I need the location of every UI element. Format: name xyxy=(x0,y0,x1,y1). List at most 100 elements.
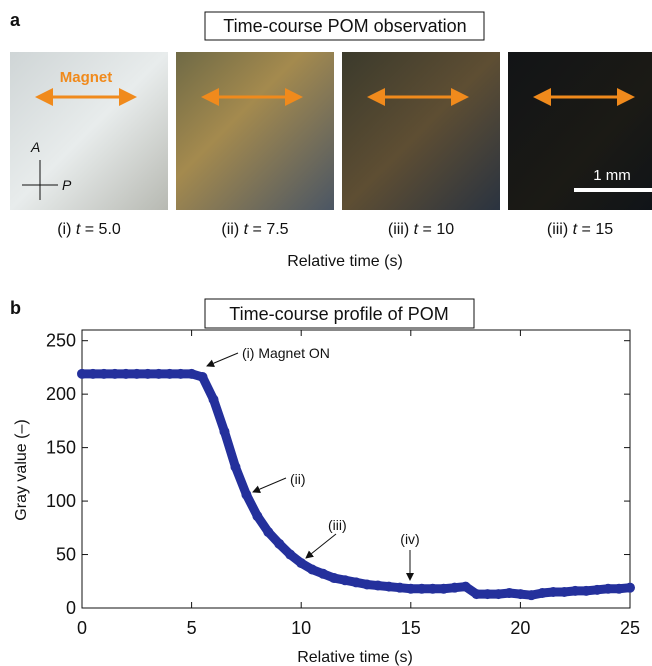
x-tick-label: 20 xyxy=(510,618,530,638)
data-point xyxy=(614,583,625,594)
data-point xyxy=(482,589,493,600)
data-point xyxy=(559,586,570,597)
y-tick-label: 150 xyxy=(46,438,76,458)
y-tick-label: 250 xyxy=(46,331,76,351)
caption-index: (iii) xyxy=(547,221,568,238)
data-point xyxy=(438,583,449,594)
data-point xyxy=(318,568,329,579)
data-point xyxy=(570,585,581,596)
x-axis-label: Relative time (s) xyxy=(297,649,413,666)
caption: (iii) t = 15 xyxy=(547,221,613,238)
data-point xyxy=(361,579,372,590)
y-tick-label: 100 xyxy=(46,491,76,511)
panel-label: b xyxy=(10,298,21,318)
plot: 0 50 100 150 200 250 0 5 10 15 20 25 (i) Magnet ON (i… xyxy=(46,330,640,638)
data-point xyxy=(197,372,208,383)
caption: (ii) t = 7.5 xyxy=(221,221,288,238)
caption: (iii) t = 10 xyxy=(388,221,454,238)
data-point xyxy=(625,582,635,593)
data-point xyxy=(471,589,482,600)
data-point xyxy=(109,368,120,379)
caption-index: (iii) xyxy=(388,221,409,238)
data-point xyxy=(460,581,471,592)
caption-var: t xyxy=(76,221,81,238)
x-tick-label: 15 xyxy=(401,618,421,638)
data-point xyxy=(504,588,515,599)
data-point xyxy=(252,511,263,522)
title-box xyxy=(204,11,485,41)
caption: (i) t = 5.0 xyxy=(57,221,121,238)
scale-label: 1 mm xyxy=(593,167,631,184)
chart-title: Time-course profile of POM xyxy=(229,304,448,324)
data-point xyxy=(592,584,603,595)
data-point xyxy=(526,590,537,601)
y-tick-label: 200 xyxy=(46,384,76,404)
caption-var: t xyxy=(244,221,249,238)
panel-label: a xyxy=(10,10,21,30)
data-point xyxy=(449,582,460,593)
caption-index: (i) xyxy=(57,221,71,238)
data-point xyxy=(383,581,394,592)
image xyxy=(10,52,168,210)
data-point xyxy=(296,558,307,569)
caption-var: t xyxy=(573,221,578,238)
analyzer-label: A xyxy=(30,139,40,155)
caption-value: = 10 xyxy=(423,221,455,238)
data-point xyxy=(581,585,592,596)
panel-title: Time-course POM observation xyxy=(223,16,466,36)
data-point xyxy=(175,368,186,379)
annotation-arrow xyxy=(206,352,239,367)
data-point xyxy=(285,549,296,560)
data-point xyxy=(142,368,153,379)
data-point xyxy=(230,461,241,472)
data-point xyxy=(394,582,405,593)
captions: (i) t = 5.0 (ii) t = 7.5 (iii) t = 10 (iii)… xyxy=(57,221,613,238)
data-point xyxy=(416,583,427,594)
polarizer-label: P xyxy=(62,177,72,193)
data-point xyxy=(131,368,142,379)
data-point xyxy=(186,368,197,379)
plot-frame xyxy=(81,329,631,609)
annotation: (i) Magnet ON xyxy=(242,345,330,361)
data-point xyxy=(274,538,285,549)
x-tick-label: 0 xyxy=(77,618,87,638)
data-point xyxy=(537,588,548,599)
micrographs: Magnet A P 1 mm xyxy=(10,52,652,210)
caption-index: (ii) xyxy=(221,221,239,238)
x-tick-label: 25 xyxy=(620,618,640,638)
caption-value: = 15 xyxy=(582,221,614,238)
data-point xyxy=(427,583,438,594)
data-point xyxy=(307,564,318,575)
magnet-label: Magnet xyxy=(60,69,113,86)
annotation-arrow xyxy=(305,533,337,559)
data-point xyxy=(603,583,614,594)
data-point xyxy=(219,426,230,437)
annotation: (iii) xyxy=(328,517,347,533)
annotation: (ii) xyxy=(290,471,306,487)
data-trace xyxy=(82,369,631,600)
data-point xyxy=(241,489,252,500)
data-point xyxy=(372,580,383,591)
title-box xyxy=(204,298,475,329)
y-tick-label: 50 xyxy=(56,545,76,565)
data-point xyxy=(263,527,274,538)
data-point xyxy=(120,368,131,379)
annotation: (iv) xyxy=(400,531,419,547)
caption-value: = 5.0 xyxy=(85,221,121,238)
data-point xyxy=(77,368,87,379)
data-point xyxy=(208,394,219,405)
y-tick-label: 0 xyxy=(66,598,76,618)
x-tick-label: 5 xyxy=(187,618,197,638)
data-point xyxy=(153,368,164,379)
data-point xyxy=(340,575,351,586)
data-point xyxy=(98,368,109,379)
y-axis-label: Gray value (–) xyxy=(13,419,30,520)
data-point xyxy=(405,583,416,594)
data-point xyxy=(351,577,361,588)
axis-label: Relative time (s) xyxy=(287,253,403,270)
data-point xyxy=(515,589,526,600)
data-point xyxy=(87,368,98,379)
data-point xyxy=(164,368,175,379)
data-point xyxy=(493,589,504,600)
